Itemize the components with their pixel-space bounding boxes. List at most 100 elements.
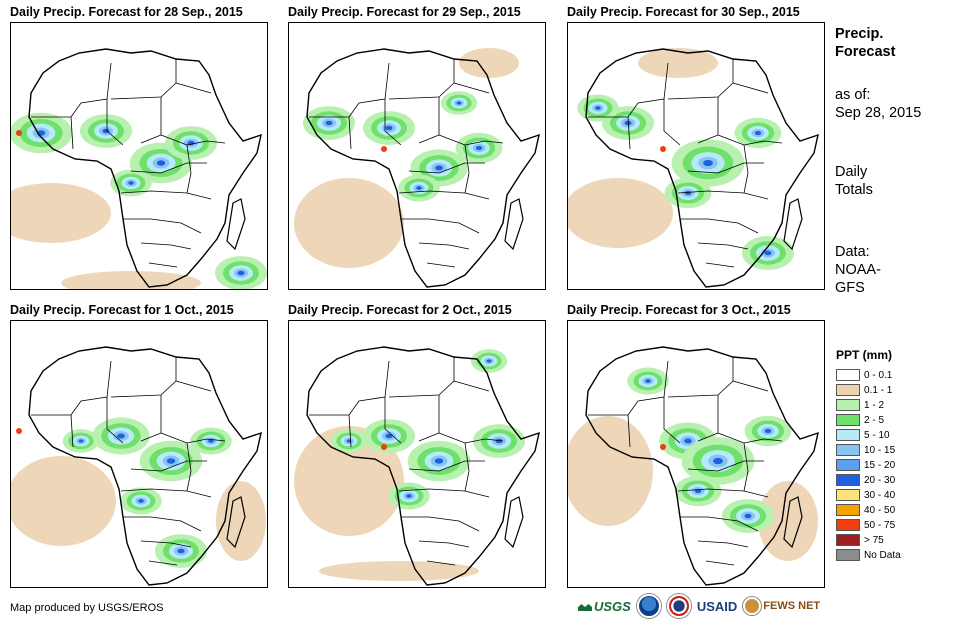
country-border xyxy=(148,560,178,566)
country-border xyxy=(418,97,440,144)
rain-cell xyxy=(486,359,492,363)
legend-item: 2 - 5 xyxy=(836,413,901,427)
country-border xyxy=(408,460,485,472)
rain-cell xyxy=(764,250,772,256)
map-panel-2 xyxy=(288,22,546,290)
country-border xyxy=(120,190,212,200)
country-border xyxy=(31,62,112,118)
panel-title-5: Daily Precip. Forecast for 2 Oct., 2015 xyxy=(288,303,512,317)
sidebar-data-line3: GFS xyxy=(835,280,865,296)
country-border xyxy=(106,99,124,146)
country-border xyxy=(348,116,352,150)
legend-label: 5 - 10 xyxy=(864,429,890,441)
country-border xyxy=(687,460,764,472)
country-border xyxy=(743,144,749,194)
country-border xyxy=(426,262,456,268)
heavy-rain-spot xyxy=(381,444,387,450)
legend-label: 10 - 15 xyxy=(864,444,896,456)
country-border xyxy=(717,134,783,146)
rain-cell xyxy=(166,458,176,464)
country-border xyxy=(732,82,769,94)
rain-cell xyxy=(434,458,444,464)
country-border xyxy=(464,144,470,194)
rain-cell xyxy=(684,438,692,444)
legend-item: 10 - 15 xyxy=(836,443,901,457)
country-border xyxy=(697,242,749,250)
country-border xyxy=(663,99,681,146)
madagascar-outline xyxy=(226,496,246,549)
country-border xyxy=(140,540,192,548)
legend-label: 20 - 30 xyxy=(864,474,896,486)
rain-cell xyxy=(764,428,772,434)
precip-map xyxy=(568,48,819,288)
country-border xyxy=(717,432,783,444)
rain-cell xyxy=(645,379,651,383)
legend-label: No Data xyxy=(864,549,901,561)
country-border xyxy=(438,432,504,444)
sidebar-totals: Daily Totals xyxy=(835,163,873,199)
rain-cell xyxy=(435,165,443,171)
country-border xyxy=(388,59,455,100)
precip-map xyxy=(568,346,819,586)
usgs-wave-icon xyxy=(578,604,592,611)
usgs-logo-text: USGS xyxy=(594,598,631,614)
light-rain-area xyxy=(758,481,818,561)
light-rain-area xyxy=(11,456,116,546)
rain-cell xyxy=(713,457,723,465)
usgs-logo: USGS xyxy=(578,599,631,614)
precip-map xyxy=(294,346,540,586)
legend: 0 - 0.1 0.1 - 1 1 - 2 2 - 5 5 - 10 10 - 15 15 … xyxy=(836,368,901,563)
legend-item: 1 - 2 xyxy=(836,398,901,412)
rain-cell xyxy=(78,439,84,443)
fews-net-logo: FEWS NET xyxy=(743,597,820,615)
country-border xyxy=(426,560,456,566)
country-border xyxy=(438,134,504,146)
country-border xyxy=(70,116,74,150)
rain-cell xyxy=(495,438,503,444)
legend-item: No Data xyxy=(836,548,901,562)
legend-label: 0.1 - 1 xyxy=(864,384,893,396)
country-border xyxy=(160,134,226,146)
light-rain-area xyxy=(294,426,404,536)
rain-cell xyxy=(325,120,333,126)
rain-cell xyxy=(595,106,601,110)
country-border xyxy=(123,218,202,234)
country-border xyxy=(667,59,734,100)
fews-net-text: FEWS NET xyxy=(763,600,821,612)
nasa-seal-icon xyxy=(666,594,691,618)
fews-globe-icon xyxy=(743,597,762,615)
country-border xyxy=(148,262,178,268)
rain-cell xyxy=(684,190,692,196)
country-border xyxy=(110,59,177,100)
country-border xyxy=(140,97,162,144)
precip-map xyxy=(11,346,266,586)
madagascar-outline xyxy=(783,198,803,251)
heavy-rain-spot xyxy=(381,146,387,152)
light-rain-area xyxy=(216,481,266,561)
country-border xyxy=(120,488,212,498)
legend-label: 15 - 20 xyxy=(864,459,896,471)
country-border xyxy=(464,442,470,492)
country-border xyxy=(418,540,470,548)
map-panel-6 xyxy=(567,320,825,588)
country-border xyxy=(627,414,631,448)
panel-title-3: Daily Precip. Forecast for 30 Sep., 2015 xyxy=(567,5,800,19)
legend-swatch xyxy=(836,384,860,396)
country-border xyxy=(663,397,681,444)
precip-map xyxy=(294,48,540,288)
africa-coastline xyxy=(306,48,540,288)
country-border xyxy=(743,442,749,492)
legend-item: 0 - 0.1 xyxy=(836,368,901,382)
madagascar-outline xyxy=(504,496,524,549)
light-rain-area xyxy=(568,416,653,526)
country-border xyxy=(677,488,769,498)
legend-label: 1 - 2 xyxy=(864,399,885,411)
light-rain-area xyxy=(459,48,519,78)
legend-swatch xyxy=(836,504,860,516)
heavy-rain-spot xyxy=(660,146,666,152)
country-border xyxy=(130,460,207,472)
panel-title-4: Daily Precip. Forecast for 1 Oct., 2015 xyxy=(10,303,234,317)
rain-cell xyxy=(406,494,412,498)
rain-cell xyxy=(385,125,393,131)
rain-cell xyxy=(237,270,245,276)
